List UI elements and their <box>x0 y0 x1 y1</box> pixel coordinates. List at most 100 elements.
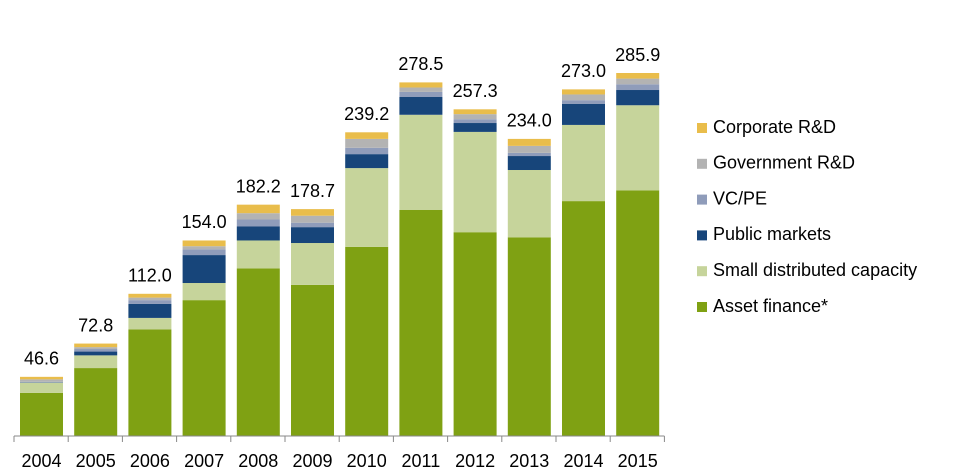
x-tick-label: 2012 <box>455 451 495 471</box>
bar-segment <box>128 317 172 330</box>
bar-segment <box>453 123 497 132</box>
x-tick-label: 2005 <box>76 451 116 471</box>
x-tick-label: 2006 <box>130 451 170 471</box>
x-tick-label: 2004 <box>21 451 61 471</box>
bar-segment <box>128 293 172 298</box>
bar-segment <box>399 209 443 436</box>
bar-segment <box>20 381 63 383</box>
bar-segment <box>345 154 389 169</box>
total-label: 46.6 <box>24 349 59 369</box>
bar-segment <box>291 227 334 244</box>
legend-swatch <box>697 302 707 312</box>
total-label: 239.2 <box>344 104 389 124</box>
x-tick-label: 2010 <box>347 451 387 471</box>
bar-segment <box>616 190 660 436</box>
bar-segment <box>291 284 334 436</box>
total-label: 278.5 <box>398 54 443 74</box>
legend-label: Public markets <box>713 224 831 244</box>
bar-segment <box>507 156 551 171</box>
total-label: 182.2 <box>236 176 281 196</box>
bar-segment <box>74 347 118 350</box>
legend-swatch <box>697 230 707 241</box>
bar-segment <box>562 100 605 104</box>
bar-segment <box>182 255 226 284</box>
total-label: 112.0 <box>128 266 172 286</box>
x-tick-label: 2007 <box>184 451 224 471</box>
bar-segment <box>291 209 334 216</box>
bar-segment <box>20 376 63 380</box>
bar-segment <box>616 90 660 106</box>
bar-segment <box>74 368 118 436</box>
bar-segment <box>345 168 389 247</box>
bar-segment <box>562 201 605 436</box>
bar-segment <box>562 124 605 202</box>
bar-segment <box>291 222 334 228</box>
x-tick-label: 2009 <box>292 451 332 471</box>
x-tick-label: 2008 <box>238 451 278 471</box>
total-label: 234.0 <box>507 111 552 131</box>
bar-segment <box>453 131 497 233</box>
bar-segment <box>74 355 118 369</box>
legend-label: Government R&D <box>713 153 855 173</box>
x-tick-label: 2013 <box>509 451 549 471</box>
legend-swatch <box>697 266 707 277</box>
bar-segment <box>507 152 551 157</box>
bar-segment <box>291 243 334 285</box>
bar-segment <box>74 349 118 352</box>
legend-swatch <box>697 158 707 169</box>
bar-segment <box>345 246 389 436</box>
bar-segment <box>345 147 389 155</box>
bar-segment <box>453 109 497 115</box>
bar-segment <box>616 84 660 91</box>
bar-segment <box>562 103 605 125</box>
total-label: 257.3 <box>453 81 498 101</box>
bar-segment <box>453 119 497 124</box>
bar-segment <box>616 73 660 79</box>
bar-segment <box>236 226 280 241</box>
bar-segment <box>562 89 605 95</box>
bar-segment <box>236 204 280 214</box>
bar-segment <box>128 297 172 301</box>
bar-segment <box>507 145 551 153</box>
bar-segment <box>182 300 226 436</box>
bar-segment <box>345 138 389 148</box>
bar-segment <box>20 379 63 382</box>
bar-segment <box>616 105 660 191</box>
bar-segment <box>453 114 497 120</box>
bar-segment <box>236 219 280 227</box>
total-label: 154.0 <box>182 212 227 232</box>
bar-segment <box>507 170 551 238</box>
bar-segment <box>182 283 226 301</box>
bar-segment <box>236 240 280 269</box>
bar-segment <box>20 382 63 393</box>
legend-label: VC/PE <box>713 188 767 208</box>
bar-segment <box>20 392 63 436</box>
x-tick-label: 2015 <box>618 451 658 471</box>
bar-segment <box>128 329 172 436</box>
bar-segment <box>291 215 334 223</box>
bar-segment <box>399 87 443 92</box>
bar-segment <box>182 246 226 250</box>
bar-segment <box>507 237 551 436</box>
total-label: 273.0 <box>561 61 606 81</box>
legend-swatch <box>697 123 707 133</box>
legend-label: Corporate R&D <box>713 117 836 137</box>
legend-label: Small distributed capacity <box>713 260 917 280</box>
bar-segment <box>128 300 172 304</box>
bar-segment <box>399 96 443 115</box>
total-label: 285.9 <box>615 45 660 65</box>
bar-segment <box>507 138 551 146</box>
bar-segment <box>182 240 226 247</box>
bar-segment <box>236 268 280 436</box>
total-label: 72.8 <box>78 315 113 335</box>
bar-segment <box>616 78 660 85</box>
bar-segment <box>74 351 118 356</box>
bar-segment <box>74 343 118 348</box>
bar-segment <box>399 91 443 97</box>
x-tick-label: 2011 <box>402 451 441 471</box>
bar-segment <box>399 82 443 88</box>
bar-segment <box>399 114 443 210</box>
legend-swatch <box>697 194 707 205</box>
bar-segment <box>128 303 172 318</box>
